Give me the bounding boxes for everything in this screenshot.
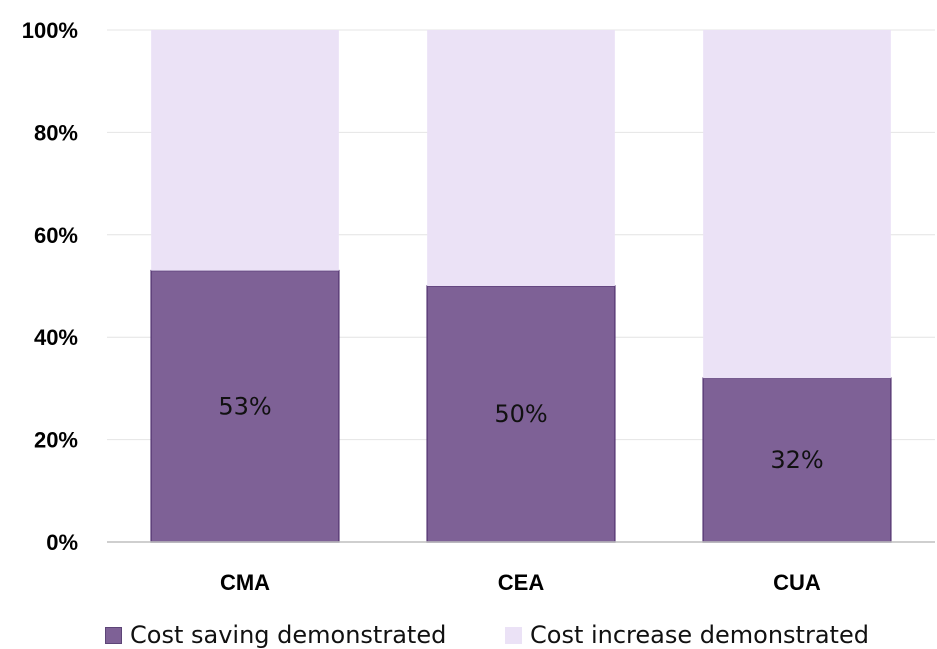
y-tick-label: 20% [34,428,78,453]
legend-swatch-cost-increase [505,626,522,644]
bar-cost-increase [703,30,891,379]
data-label: 50% [494,400,547,428]
data-label: 32% [770,446,823,474]
bar-cost-increase [151,30,339,271]
legend-item-cost-increase: Cost increase demonstrated [505,621,869,649]
bar-cost-saving [150,269,340,543]
bar-cost-saving [426,285,616,543]
bar-cost-increase [427,30,615,286]
legend-item-cost-saving: Cost saving demonstrated [105,621,446,649]
legend: Cost saving demonstrated Cost increase d… [0,617,937,649]
legend-swatch-cost-saving [105,626,122,644]
legend-label-cost-saving: Cost saving demonstrated [130,621,447,649]
y-tick-label: 0% [46,530,78,555]
y-tick-label: 80% [34,120,78,145]
legend-label-cost-increase: Cost increase demonstrated [530,621,869,649]
x-tick-label: CUA [773,570,821,595]
y-tick-label: 40% [34,325,78,350]
y-tick-label: 100% [22,18,78,43]
x-tick-label: CEA [498,570,545,595]
bar-chart: 0% 20% 40% 60% 80% 100% 53% CMA 50% CEA 32% CUA [22,18,935,595]
x-tick-label: CMA [220,570,270,595]
data-label: 53% [218,392,271,420]
y-tick-label: 60% [34,223,78,248]
